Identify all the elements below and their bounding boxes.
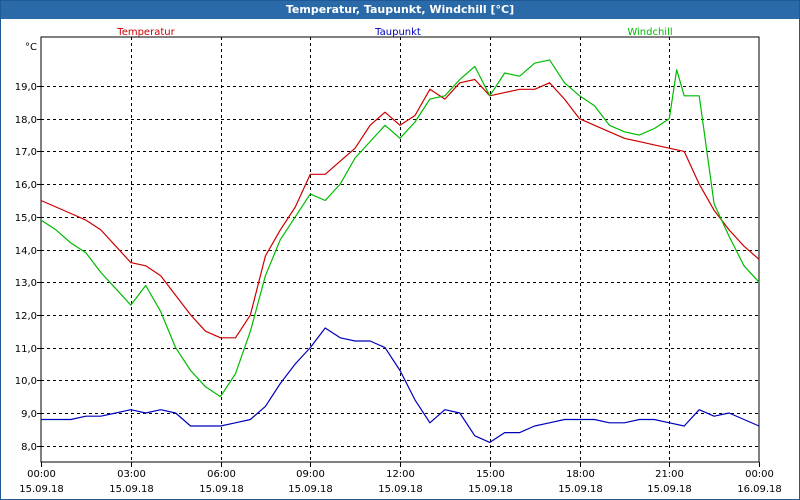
x-tick-date-label: 15.09.18 [109, 484, 154, 495]
x-tick-time-label: 15:00 [476, 469, 505, 480]
y-tick-label: 17,0 [15, 147, 37, 158]
y-axis-label: °C [25, 42, 37, 53]
y-tick-label: 19,0 [15, 82, 37, 93]
series-line-temperatur [40, 78, 760, 339]
y-tick-label: 13,0 [15, 278, 37, 289]
x-tick-date-label: 15.09.18 [199, 484, 244, 495]
y-tick-label: 18,0 [15, 115, 37, 126]
y-tick-label: 16,0 [15, 180, 37, 191]
y-tick-label: 12,0 [15, 311, 37, 322]
x-tick-time-label: 18:00 [566, 469, 595, 480]
legend: Temperatur Taupunkt Windchill [116, 27, 672, 38]
line-chart: 8,0 9,0 10,0 11,0 12,0 13,0 14,0 15,0 16,0 17,0 18… [15, 27, 782, 495]
x-tick-time-label: 09:00 [296, 469, 325, 480]
y-tick-label: 8,0 [21, 442, 37, 453]
legend-temperatur: Temperatur [116, 27, 175, 38]
x-tick-date-label: 15.09.18 [288, 484, 333, 495]
x-tick-date-label: 15.09.18 [19, 484, 64, 495]
x-tick-time-label: 06:00 [207, 469, 236, 480]
legend-taupunkt: Taupunkt [374, 27, 421, 38]
x-tick-date-label: 15.09.18 [558, 484, 603, 495]
x-tick-date-label: 15.09.18 [468, 484, 513, 495]
x-tick-time-label: 00:00 [27, 469, 56, 480]
legend-windchill: Windchill [627, 27, 672, 38]
x-tick-time-label: 21:00 [655, 469, 684, 480]
x-tick-time-label: 03:00 [117, 469, 146, 480]
y-tick-label: 14,0 [15, 246, 37, 257]
x-tick-date-label: 16.09.18 [737, 484, 782, 495]
y-tick-label: 11,0 [15, 344, 37, 355]
series-lines [40, 59, 760, 443]
series-line-windchill [40, 59, 760, 398]
y-tick-label: 9,0 [21, 409, 37, 420]
y-tick-label: 10,0 [15, 376, 37, 387]
grid [41, 37, 759, 462]
series-line-taupunkt [41, 327, 760, 443]
window-title: Temperatur, Taupunkt, Windchill [°C] [1, 1, 799, 19]
x-tick-date-label: 15.09.18 [378, 484, 423, 495]
x-tick-date-label: 15.09.18 [647, 484, 692, 495]
y-tick-label: 15,0 [15, 213, 37, 224]
axes: 8,0 9,0 10,0 11,0 12,0 13,0 14,0 15,0 16,0 17,0 18… [15, 42, 782, 495]
x-tick-time-label: 00:00 [745, 469, 774, 480]
x-tick-time-label: 12:00 [386, 469, 415, 480]
